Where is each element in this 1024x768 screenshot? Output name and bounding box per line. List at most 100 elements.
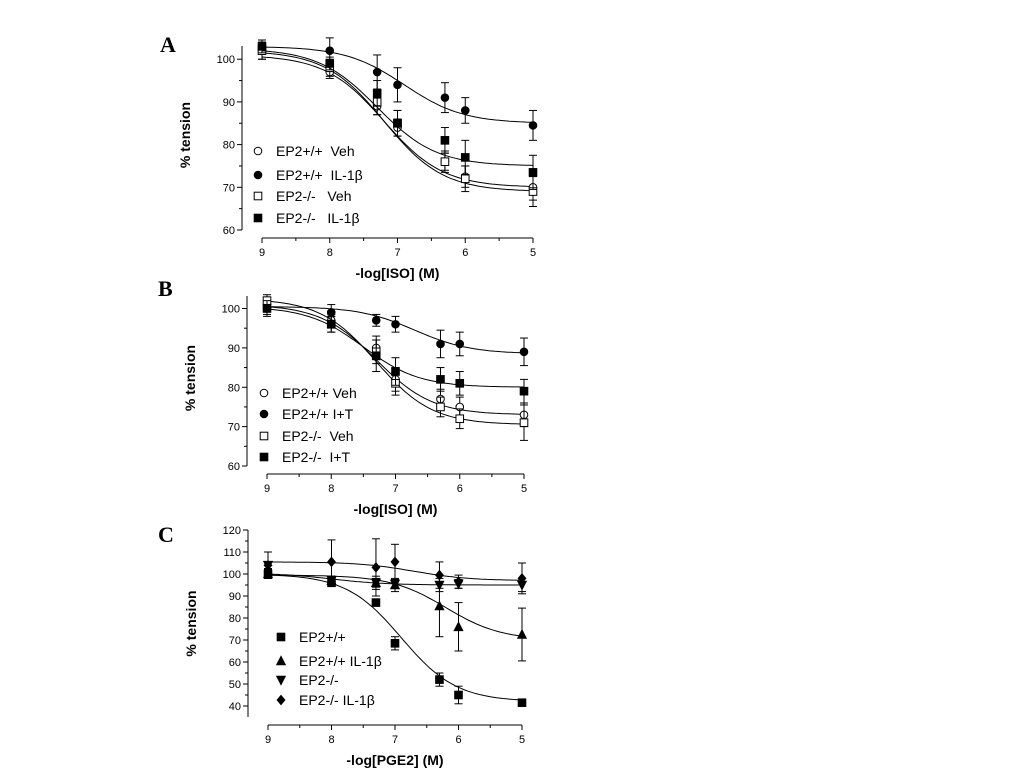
- y-tick-label: 60: [228, 461, 240, 473]
- y-tick-label: 110: [223, 547, 241, 559]
- data-point: [440, 157, 450, 166]
- legend-label: EP2-/- Veh: [282, 428, 354, 444]
- y-axis-title: % tension: [182, 345, 198, 411]
- x-tick-label: 5: [519, 734, 525, 746]
- data-point: [436, 402, 445, 412]
- x-tick-label: 5: [530, 247, 536, 259]
- y-tick-label: 100: [223, 569, 241, 581]
- x-axis-title: -log[ISO] (M): [354, 501, 438, 517]
- x-tick-label: 9: [265, 734, 271, 746]
- data-point: [436, 375, 445, 384]
- data-point: [435, 569, 444, 581]
- series-2: EP2+/+ I+T: [259, 302, 529, 422]
- legend-marker: [275, 655, 287, 666]
- x-tick-label: 5: [521, 483, 527, 495]
- x-tick-label: 7: [394, 247, 400, 259]
- panel-letter-b: B: [158, 276, 173, 301]
- panel-letter-a: A: [160, 32, 176, 57]
- data-point: [528, 168, 538, 177]
- legend-marker: [253, 213, 263, 223]
- legend-label: EP2+/+ Veh: [282, 385, 357, 401]
- data-point: [517, 698, 527, 708]
- data-point: [325, 59, 335, 68]
- data-point: [517, 573, 527, 584]
- data-point: [435, 675, 444, 684]
- legend-label: EP2+/+ Veh: [276, 143, 355, 159]
- data-point: [460, 106, 470, 115]
- series-3: EP2-/-: [262, 560, 528, 688]
- legend-marker: [253, 146, 263, 156]
- legend-label: EP2+/+ IL-1β: [299, 653, 382, 669]
- x-tick-label: 7: [392, 734, 398, 746]
- y-tick-label: 40: [229, 701, 241, 713]
- data-point: [440, 136, 450, 145]
- data-point: [455, 339, 465, 349]
- y-tick-label: 70: [223, 182, 235, 194]
- x-tick-label: 6: [455, 734, 461, 746]
- legend-marker: [275, 675, 287, 686]
- y-tick-label: 100: [222, 304, 240, 316]
- fit-curve: [261, 52, 534, 192]
- legend-label: EP2-/- IL-1β: [276, 210, 360, 226]
- data-point: [327, 556, 336, 568]
- y-axis-title: % tension: [177, 102, 193, 168]
- data-point: [519, 418, 529, 427]
- legend-label: EP2-/- Veh: [276, 188, 351, 204]
- y-tick-label: 90: [223, 97, 235, 109]
- data-point: [436, 339, 445, 349]
- data-point: [516, 628, 528, 639]
- data-point: [389, 579, 401, 590]
- legend-label: EP2-/-: [299, 672, 339, 688]
- x-tick-label: 9: [264, 483, 270, 495]
- legend-label: EP2+/+: [299, 629, 346, 645]
- legend-label: EP2+/+ IL-1β: [276, 167, 363, 183]
- panel-letter-c: C: [158, 522, 174, 547]
- data-point: [460, 153, 470, 162]
- y-tick-label: 60: [223, 225, 235, 237]
- data-point: [371, 598, 381, 607]
- data-point: [326, 319, 336, 329]
- data-point: [453, 621, 464, 632]
- data-point: [391, 319, 400, 329]
- legend-marker: [253, 170, 263, 180]
- data-point: [391, 367, 400, 376]
- legend-marker: [259, 409, 269, 419]
- y-tick-label: 70: [228, 422, 240, 434]
- data-point: [519, 347, 529, 357]
- data-point: [528, 121, 538, 130]
- chart-panel-c: 40 50 60 70 80 90 100 110 120 9 8 7 6 5 -log[PGE2] (M)…: [183, 525, 528, 768]
- data-point: [434, 600, 445, 611]
- y-tick-label: 100: [217, 54, 235, 66]
- x-tick-label: 6: [457, 483, 463, 495]
- data-point: [372, 89, 382, 98]
- data-point: [519, 386, 529, 396]
- legend-marker: [253, 191, 263, 201]
- series-4: EP2-/- I+T: [259, 300, 529, 465]
- y-tick-label: 80: [229, 613, 241, 625]
- data-point: [455, 414, 465, 424]
- data-point: [390, 639, 400, 648]
- data-point: [460, 174, 470, 184]
- data-point: [454, 576, 463, 588]
- fit-curve: [267, 574, 523, 701]
- data-point: [390, 556, 400, 568]
- data-point: [455, 379, 465, 388]
- y-tick-label: 90: [228, 343, 240, 355]
- x-axis-title: -log[ISO] (M): [356, 265, 440, 281]
- data-point: [393, 80, 402, 90]
- x-tick-label: 7: [392, 483, 398, 495]
- data-point: [440, 93, 450, 102]
- data-point: [257, 42, 267, 51]
- legend-marker: [259, 431, 269, 441]
- data-point: [372, 67, 382, 77]
- legend-label: EP2-/- I+T: [282, 449, 351, 465]
- y-tick-label: 120: [223, 525, 241, 537]
- data-point: [263, 559, 273, 571]
- data-point: [393, 118, 402, 128]
- data-point: [371, 351, 381, 361]
- data-point: [371, 562, 381, 573]
- x-tick-label: 9: [259, 247, 265, 259]
- legend-marker: [276, 632, 286, 642]
- series-4: EP2-/- IL-1β: [263, 538, 527, 708]
